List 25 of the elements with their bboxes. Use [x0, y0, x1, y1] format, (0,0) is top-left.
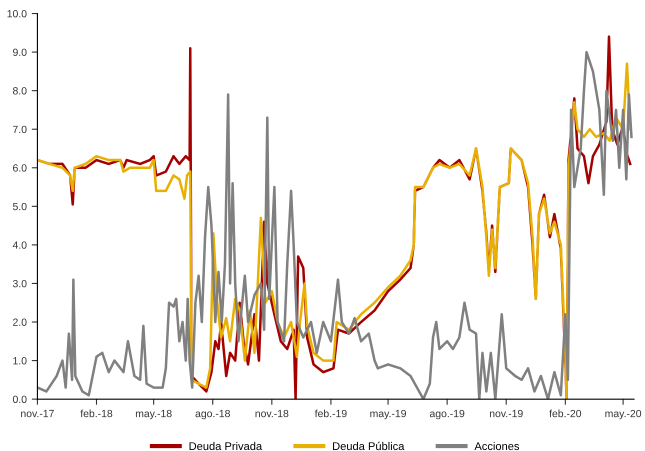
- x-tick-label: feb.-19: [314, 410, 347, 418]
- y-tick-label: 9.0: [13, 48, 27, 56]
- y-tick-label: 2.0: [13, 318, 27, 326]
- y-tick-label: 4.0: [12, 241, 27, 249]
- x-tick-label: nov.-17: [21, 410, 54, 418]
- y-tick-label: 5.0: [12, 202, 27, 210]
- legend-label: Deuda Pública: [333, 442, 404, 450]
- legend-label: Acciones: [474, 442, 520, 450]
- x-tick-label: feb.-18: [80, 410, 112, 418]
- y-tick-label: 3.0: [12, 280, 27, 288]
- legend-label: Deuda Privada: [190, 442, 262, 450]
- y-tick-label: 0.0: [12, 396, 27, 404]
- x-tick-label: nov.-18: [256, 410, 288, 418]
- y-tick-label: 6.0: [13, 164, 27, 172]
- x-tick-label: nov.-19: [490, 410, 523, 418]
- y-tick-label: 8.0: [12, 87, 27, 95]
- x-tick-label: ago.-19: [430, 410, 464, 420]
- y-tick-label: 1.0: [13, 357, 27, 364]
- y-tick-label: 10.0: [8, 10, 27, 18]
- x-tick-label: ago.-18: [196, 410, 230, 420]
- x-tick-label: may.-19: [370, 410, 406, 420]
- x-tick-label: feb.-20: [549, 410, 582, 418]
- x-tick-label: may.-20: [605, 410, 642, 420]
- x-tick-label: may.-18: [136, 410, 172, 420]
- y-tick-label: 7.0: [13, 126, 27, 134]
